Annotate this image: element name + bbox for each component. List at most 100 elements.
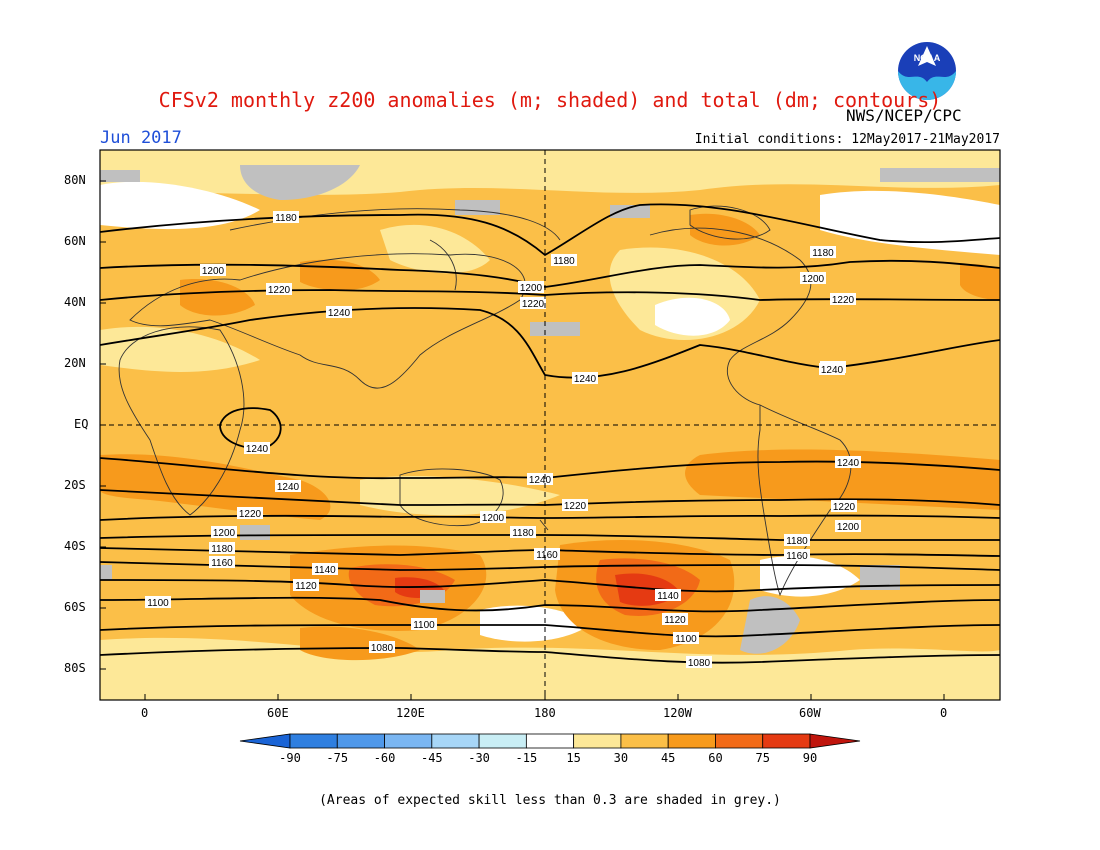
lat-label: 80S [64,661,86,675]
lat-label: 40S [64,539,86,553]
contour-label: 1100 [145,596,171,609]
lon-label: 120E [396,706,425,720]
svg-text:1200: 1200 [202,266,225,277]
strong-patch-east-europe [960,264,1000,300]
svg-text:1200: 1200 [213,528,236,539]
colorbar-label: -15 [515,751,538,765]
svg-text:1240: 1240 [821,365,844,376]
lat-label: EQ [74,417,89,431]
lat-label: 80N [64,173,86,187]
contour-label: 1180 [209,542,235,555]
svg-text:1160: 1160 [211,558,233,569]
svg-text:1100: 1100 [675,634,697,645]
lat-label: 60S [64,600,86,614]
svg-text:1220: 1220 [522,299,545,310]
grey-patch [420,590,445,603]
contour-label: 1160 [784,549,810,562]
colorbar-label: 30 [613,751,629,765]
svg-text:1120: 1120 [295,581,317,592]
grey-patch [860,565,900,590]
contour-label: 1240 [819,363,845,376]
colorbar-label: -60 [373,751,396,765]
grey-patch [100,565,112,580]
lat-label: 60N [64,234,86,248]
colorbar-label: -45 [420,751,443,765]
lon-label: 60W [799,706,821,720]
svg-text:1100: 1100 [147,598,169,609]
noaa-logo: NOAA [896,40,958,106]
svg-text:1200: 1200 [520,283,543,294]
contour-label: 1200 [800,272,826,285]
svg-text:1220: 1220 [833,502,856,513]
colorbar-label: 60 [708,751,723,765]
svg-text:1240: 1240 [246,444,269,455]
lat-label: 20N [64,356,86,370]
agency-label: NWS/NCEP/CPC [846,106,962,125]
lat-label: 20S [64,478,86,492]
grey-patch [240,165,360,200]
contour-label: 1180 [810,246,836,259]
lon-label: 0 [141,706,149,720]
svg-text:1140: 1140 [657,591,679,602]
white-patch-europe [100,181,260,230]
contour-label: 1200 [200,264,226,277]
svg-text:1200: 1200 [837,522,860,533]
contour-label: 1080 [686,656,712,669]
grey-patch [530,322,580,336]
contour-label: 1220 [562,499,588,512]
contour-label: 1240 [275,480,301,493]
contour-label: 1200 [211,526,237,539]
axis-ticks [100,180,945,700]
svg-text:1180: 1180 [275,213,297,224]
contour-label: 1100 [673,632,699,645]
colorbar-label: 45 [660,751,676,765]
contour-label: 1160 [534,548,560,561]
svg-text:1140: 1140 [314,565,336,576]
contour-label: 1220 [520,297,546,310]
contour-label: 1080 [369,641,395,654]
contour-label: 1140 [655,589,681,602]
contour-label: 1180 [273,211,299,224]
contour-label: 1100 [411,618,437,631]
colorbar-label: 15 [566,751,581,765]
svg-text:1220: 1220 [239,509,262,520]
svg-text:1240: 1240 [328,308,351,319]
white-patch-pacific [655,297,730,336]
contour-labels: 1180 1200 1220 1240 1180 1200 1220 1240 … [145,211,861,669]
svg-text:1220: 1220 [564,501,587,512]
contour-label: 1240 [835,456,861,469]
svg-text:1100: 1100 [413,620,435,631]
contour-label: 1180 [510,526,536,539]
svg-text:1180: 1180 [553,256,575,267]
contour-label: 1240 [326,306,352,319]
contour-label: 1220 [266,283,292,296]
grey-patch [100,170,140,182]
svg-text:1180: 1180 [211,544,233,555]
svg-text:1160: 1160 [536,550,558,561]
svg-text:1240: 1240 [837,458,860,469]
svg-text:NOAA: NOAA [914,53,941,63]
lon-label: 0 [940,706,948,720]
svg-text:1080: 1080 [371,643,394,654]
svg-text:1240: 1240 [574,374,597,385]
svg-text:1220: 1220 [832,295,855,306]
colorbar-label: 90 [802,751,818,765]
contour-label: 1180 [784,534,810,547]
initial-conditions: Initial conditions: 12May2017-21May2017 [694,132,1000,147]
contour-label: 1220 [830,293,856,306]
map-title: CFSv2 monthly z200 anomalies (m; shaded)… [158,88,942,112]
contour-label: 1240 [244,442,270,455]
forecast-month: Jun 2017 [100,128,182,148]
contour-label: 1180 [551,254,577,267]
contour-label: 1200 [835,520,861,533]
contour-label: 1240 [572,372,598,385]
svg-text:1180: 1180 [512,528,534,539]
contour-label: 1120 [662,613,688,626]
white-patch-canada [820,190,1000,255]
grey-patch [610,205,650,218]
grey-patch [880,168,1000,182]
skill-footnote: (Areas of expected skill less than 0.3 a… [319,793,781,808]
white-patch-sopac [480,605,590,642]
contour-label: 1220 [831,500,857,513]
